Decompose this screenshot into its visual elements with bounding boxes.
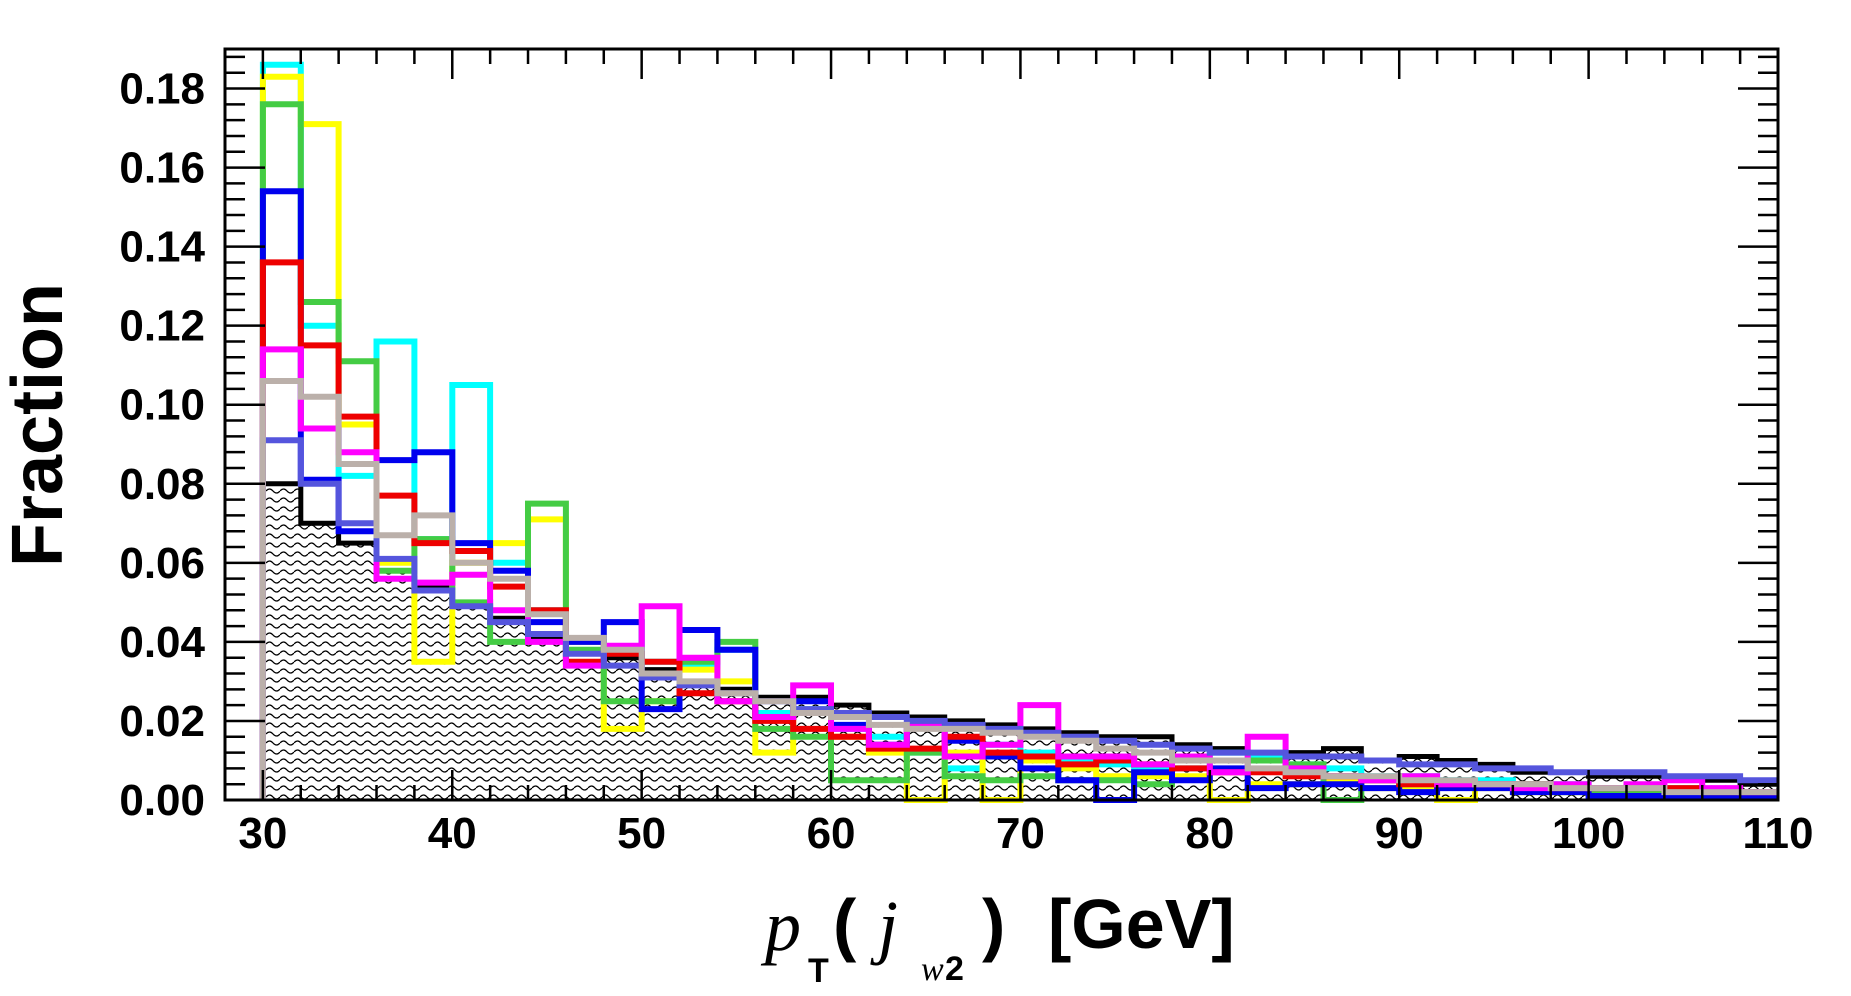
x-axis-label-sub-2: 2 xyxy=(945,950,964,988)
y-tick-label: 0.12 xyxy=(119,302,205,351)
x-tick-labels: 30 40 50 60 70 80 90 100 110 xyxy=(238,809,1813,858)
y-axis-label: Fraction xyxy=(0,283,78,567)
x-tick-label: 70 xyxy=(996,809,1045,858)
x-tick-label: 40 xyxy=(428,809,477,858)
y-tick-label: 0.16 xyxy=(119,144,205,193)
y-tick-label: 0.14 xyxy=(119,223,205,272)
series-grey xyxy=(259,378,1778,800)
x-tick-label: 90 xyxy=(1375,809,1424,858)
y-tick-label: 0.06 xyxy=(119,539,205,588)
x-axis-label-p: p xyxy=(760,886,801,966)
y-tick-label: 0.10 xyxy=(119,381,205,430)
x-axis-label-close: ) xyxy=(982,885,1005,963)
x-axis-label-sub-w: w xyxy=(921,951,944,988)
y-tick-label: 0.18 xyxy=(119,65,205,114)
x-tick-label: 110 xyxy=(1743,809,1814,858)
y-tick-label: 0.08 xyxy=(119,460,205,509)
x-axis-label-j: j xyxy=(870,886,898,966)
y-tick-label: 0.02 xyxy=(119,697,205,746)
x-axis-label: p T ( j w 2 ) [GeV] xyxy=(760,885,1235,990)
y-tick-labels: 0.00 0.02 0.04 0.06 0.08 0.10 0.12 0.14 0.16 0.18 xyxy=(119,65,205,825)
axes xyxy=(223,47,1780,802)
x-axis-label-sub-t: T xyxy=(808,952,829,990)
x-tick-label: 50 xyxy=(617,809,666,858)
x-tick-label: 30 xyxy=(238,809,287,858)
y-tick-label: 0.04 xyxy=(119,618,205,667)
series-slateblue xyxy=(259,437,1778,800)
x-tick-label: 100 xyxy=(1552,809,1625,858)
x-axis-label-open: ( xyxy=(833,885,857,963)
x-tick-label: 80 xyxy=(1185,809,1234,858)
x-tick-label: 60 xyxy=(807,809,856,858)
y-tick-label: 0.00 xyxy=(119,776,205,825)
plot-frame xyxy=(223,47,1780,802)
x-axis-label-unit: [GeV] xyxy=(1048,885,1235,963)
